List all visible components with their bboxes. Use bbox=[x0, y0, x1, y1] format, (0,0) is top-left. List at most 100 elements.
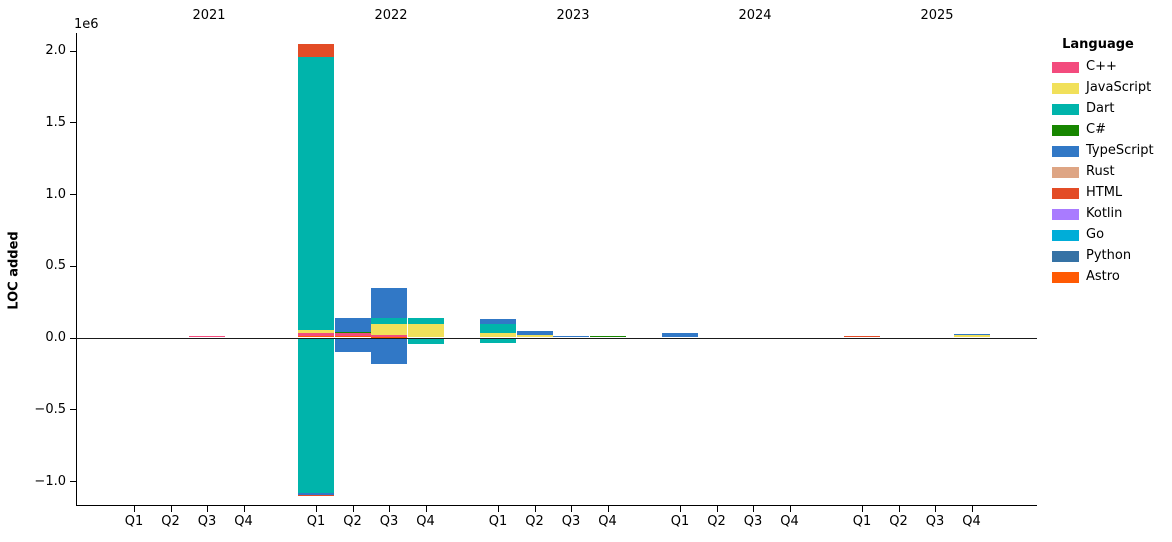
x-tick-mark bbox=[753, 506, 754, 512]
bar-segment-javascript bbox=[480, 333, 516, 338]
x-tick-mark bbox=[389, 506, 390, 512]
bar-segment-typescript bbox=[298, 493, 334, 495]
y-tick-mark bbox=[70, 122, 76, 124]
y-axis-spine bbox=[76, 33, 78, 505]
y-tick-label: −1.0 bbox=[34, 473, 66, 489]
bar-segment-astro bbox=[298, 336, 334, 338]
year-label: 2021 bbox=[192, 8, 226, 23]
y-axis-label: LOC added bbox=[6, 231, 22, 310]
x-tick-mark bbox=[498, 506, 499, 512]
x-tick-mark bbox=[425, 506, 427, 512]
x-tick-mark bbox=[862, 506, 863, 512]
bar-segment-typescript bbox=[371, 288, 407, 318]
bar-segment-javascript bbox=[407, 323, 444, 338]
bar-segment-javascript bbox=[953, 335, 990, 338]
x-tick-label: Q1 bbox=[124, 514, 144, 529]
x-tick-label: Q3 bbox=[561, 514, 581, 529]
x-tick-mark bbox=[134, 506, 135, 512]
bar-segment-javascript bbox=[371, 323, 407, 335]
year-label: 2022 bbox=[374, 8, 408, 23]
bar-segment-typescript bbox=[662, 332, 698, 338]
legend-swatch bbox=[1052, 167, 1079, 178]
x-tick-mark bbox=[789, 506, 791, 512]
y-tick-label: 1.5 bbox=[45, 114, 66, 130]
zero-line bbox=[76, 337, 1037, 339]
legend-swatch bbox=[1052, 230, 1079, 241]
x-tick-label: Q2 bbox=[525, 514, 544, 529]
bar-segment-c bbox=[334, 333, 371, 337]
x-tick-label: Q4 bbox=[962, 514, 981, 529]
legend-label: Dart bbox=[1086, 101, 1115, 116]
x-tick-label: Q3 bbox=[379, 514, 399, 529]
bar-segment-typescript bbox=[371, 337, 407, 365]
y-tick-mark bbox=[70, 50, 76, 52]
legend-label: Go bbox=[1086, 227, 1105, 242]
bar-segment-typescript bbox=[480, 318, 516, 325]
bar-segment-html bbox=[298, 494, 334, 497]
legend-label: HTML bbox=[1086, 185, 1123, 200]
x-tick-label: Q3 bbox=[197, 514, 217, 529]
legend-swatch bbox=[1052, 83, 1079, 94]
bar-segment-javascript bbox=[298, 330, 334, 334]
x-tick-label: Q3 bbox=[925, 514, 945, 529]
legend-swatch bbox=[1052, 272, 1079, 283]
bar-segment-dart bbox=[298, 56, 334, 331]
x-tick-label: Q1 bbox=[306, 514, 326, 529]
y-tick-label: 0.0 bbox=[45, 330, 66, 345]
y-tick-label: 0.5 bbox=[45, 258, 66, 274]
x-tick-label: Q4 bbox=[780, 514, 799, 529]
x-tick-mark bbox=[607, 506, 609, 512]
x-tick-mark bbox=[243, 506, 245, 512]
legend-title: Language bbox=[1062, 37, 1134, 52]
legend-swatch bbox=[1052, 251, 1079, 262]
x-tick-label: Q1 bbox=[852, 514, 872, 529]
x-tick-label: Q4 bbox=[416, 514, 435, 529]
x-tick-mark bbox=[571, 506, 572, 512]
bar-segment-dart bbox=[407, 337, 444, 344]
x-tick-label: Q1 bbox=[670, 514, 690, 529]
bar-segment-c bbox=[334, 331, 371, 334]
x-tick-label: Q1 bbox=[488, 514, 508, 529]
bar-segment-typescript bbox=[334, 338, 371, 353]
y-tick-mark bbox=[70, 409, 76, 411]
x-tick-mark bbox=[935, 506, 936, 512]
x-tick-mark bbox=[207, 506, 208, 512]
y-tick-label: −0.5 bbox=[34, 401, 66, 417]
legend-label: Python bbox=[1086, 248, 1132, 263]
year-label: 2024 bbox=[738, 8, 772, 23]
x-tick-label: Q2 bbox=[707, 514, 726, 529]
x-tick-mark bbox=[680, 506, 681, 512]
bar-segment-astro bbox=[371, 336, 407, 338]
x-tick-mark bbox=[352, 506, 354, 512]
x-tick-label: Q3 bbox=[743, 514, 763, 529]
x-tick-label: Q4 bbox=[598, 514, 617, 529]
x-tick-mark bbox=[971, 506, 973, 512]
y-tick-mark bbox=[70, 481, 76, 482]
bar-segment-c bbox=[189, 336, 225, 338]
x-tick-mark bbox=[716, 506, 718, 512]
bar-segment-dart bbox=[480, 324, 516, 334]
x-tick-label: Q2 bbox=[161, 514, 180, 529]
bar-segment-dart bbox=[298, 337, 334, 494]
bar-segment-astro bbox=[334, 336, 371, 338]
x-tick-label: Q4 bbox=[234, 514, 253, 529]
legend-label: C# bbox=[1086, 122, 1106, 137]
year-label: 2023 bbox=[556, 8, 590, 23]
year-label: 2025 bbox=[920, 8, 954, 23]
legend-label: Astro bbox=[1086, 269, 1120, 284]
bar-segment-dart bbox=[371, 317, 407, 324]
legend-label: Rust bbox=[1086, 164, 1115, 179]
x-tick-mark bbox=[534, 506, 536, 512]
legend-swatch bbox=[1052, 188, 1079, 199]
legend-swatch bbox=[1052, 104, 1079, 115]
x-tick-mark bbox=[898, 506, 900, 512]
y-tick-mark bbox=[70, 265, 76, 267]
bar-segment-javascript bbox=[516, 334, 553, 338]
legend-swatch bbox=[1052, 146, 1079, 157]
x-tick-mark bbox=[316, 506, 317, 512]
x-tick-label: Q2 bbox=[343, 514, 362, 529]
legend-swatch bbox=[1052, 62, 1079, 73]
legend-label: JavaScript bbox=[1086, 80, 1152, 95]
legend-swatch bbox=[1052, 125, 1079, 136]
